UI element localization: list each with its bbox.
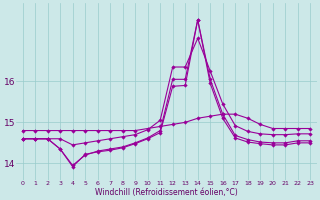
X-axis label: Windchill (Refroidissement éolien,°C): Windchill (Refroidissement éolien,°C) — [95, 188, 238, 197]
